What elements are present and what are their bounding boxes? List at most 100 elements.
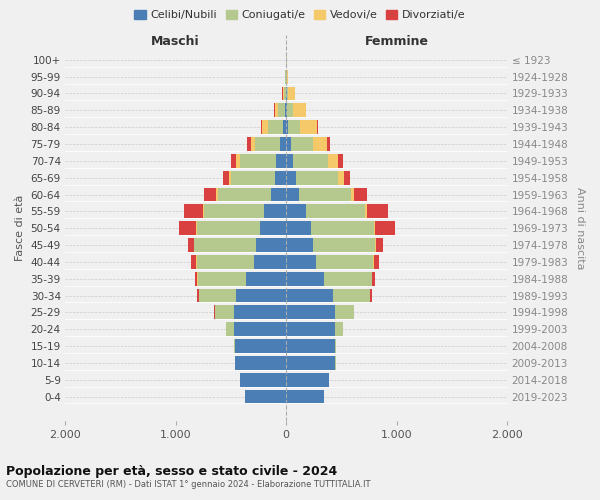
Bar bbox=[286, 222, 311, 235]
Bar bbox=[338, 154, 343, 168]
Bar bbox=[286, 188, 299, 202]
Bar bbox=[276, 154, 286, 168]
Bar bbox=[333, 288, 370, 302]
Bar bbox=[286, 204, 305, 218]
Bar bbox=[286, 288, 333, 302]
Bar bbox=[293, 154, 328, 168]
Bar bbox=[191, 255, 196, 269]
Bar bbox=[216, 188, 218, 202]
Bar bbox=[301, 120, 317, 134]
Bar bbox=[205, 204, 264, 218]
Bar bbox=[234, 322, 286, 336]
Bar bbox=[286, 272, 324, 285]
Bar bbox=[283, 120, 286, 134]
Bar bbox=[286, 390, 324, 404]
Bar bbox=[197, 288, 199, 302]
Bar bbox=[286, 171, 296, 184]
Bar bbox=[285, 104, 286, 117]
Bar bbox=[197, 222, 260, 235]
Bar bbox=[286, 339, 335, 353]
Bar bbox=[376, 238, 383, 252]
Bar bbox=[286, 356, 335, 370]
Bar bbox=[194, 238, 256, 252]
Bar bbox=[229, 171, 232, 184]
Bar bbox=[268, 120, 283, 134]
Bar bbox=[374, 238, 376, 252]
Bar bbox=[284, 86, 286, 101]
Bar bbox=[275, 104, 278, 117]
Bar bbox=[196, 222, 197, 235]
Bar bbox=[223, 171, 229, 184]
Bar bbox=[251, 137, 255, 151]
Bar bbox=[203, 204, 205, 218]
Bar bbox=[271, 188, 286, 202]
Bar bbox=[179, 222, 196, 235]
Text: Femmine: Femmine bbox=[365, 35, 429, 48]
Bar bbox=[280, 137, 286, 151]
Bar bbox=[374, 255, 379, 269]
Bar bbox=[286, 306, 335, 320]
Bar bbox=[262, 120, 268, 134]
Bar bbox=[338, 171, 344, 184]
Bar bbox=[286, 373, 329, 386]
Text: Popolazione per età, sesso e stato civile - 2024: Popolazione per età, sesso e stato civil… bbox=[6, 465, 337, 478]
Bar bbox=[299, 188, 351, 202]
Bar bbox=[261, 120, 262, 134]
Bar bbox=[184, 204, 203, 218]
Bar bbox=[286, 154, 293, 168]
Bar bbox=[247, 137, 251, 151]
Bar bbox=[235, 339, 286, 353]
Bar bbox=[288, 120, 301, 134]
Bar bbox=[288, 86, 295, 101]
Bar bbox=[374, 222, 395, 235]
Bar bbox=[317, 120, 318, 134]
Bar bbox=[287, 70, 288, 84]
Bar bbox=[198, 272, 247, 285]
Bar bbox=[287, 104, 293, 117]
Bar bbox=[278, 104, 285, 117]
Bar bbox=[283, 86, 284, 101]
Bar bbox=[275, 171, 286, 184]
Bar bbox=[296, 171, 338, 184]
Bar bbox=[245, 390, 286, 404]
Bar bbox=[240, 373, 286, 386]
Bar bbox=[195, 272, 197, 285]
Bar bbox=[260, 222, 286, 235]
Bar bbox=[226, 322, 234, 336]
Bar bbox=[236, 288, 286, 302]
Bar bbox=[335, 306, 353, 320]
Bar bbox=[215, 306, 233, 320]
Bar bbox=[344, 171, 350, 184]
Bar bbox=[313, 137, 326, 151]
Bar bbox=[199, 288, 236, 302]
Bar bbox=[328, 154, 338, 168]
Bar bbox=[256, 238, 286, 252]
Bar bbox=[326, 137, 330, 151]
Bar bbox=[372, 272, 376, 285]
Bar bbox=[365, 204, 367, 218]
Bar bbox=[236, 154, 240, 168]
Bar bbox=[233, 306, 286, 320]
Bar bbox=[311, 222, 374, 235]
Bar bbox=[316, 255, 373, 269]
Bar bbox=[286, 255, 316, 269]
Bar bbox=[324, 272, 372, 285]
Bar bbox=[367, 204, 388, 218]
Bar bbox=[235, 356, 286, 370]
Bar bbox=[197, 255, 254, 269]
Bar bbox=[335, 322, 343, 336]
Bar bbox=[313, 238, 374, 252]
Legend: Celibi/Nubili, Coniugati/e, Vedovi/e, Divorziati/e: Celibi/Nubili, Coniugati/e, Vedovi/e, Di… bbox=[130, 6, 470, 25]
Bar bbox=[286, 238, 313, 252]
Y-axis label: Fasce di età: Fasce di età bbox=[15, 195, 25, 262]
Bar bbox=[286, 104, 287, 117]
Bar bbox=[286, 322, 335, 336]
Text: Maschi: Maschi bbox=[151, 35, 200, 48]
Bar bbox=[232, 154, 236, 168]
Bar bbox=[232, 171, 275, 184]
Bar bbox=[293, 104, 306, 117]
Bar bbox=[287, 86, 288, 101]
Bar bbox=[240, 154, 276, 168]
Text: COMUNE DI CERVETERI (RM) - Dati ISTAT 1° gennaio 2024 - Elaborazione TUTTITALIA.: COMUNE DI CERVETERI (RM) - Dati ISTAT 1°… bbox=[6, 480, 371, 489]
Bar bbox=[354, 188, 367, 202]
